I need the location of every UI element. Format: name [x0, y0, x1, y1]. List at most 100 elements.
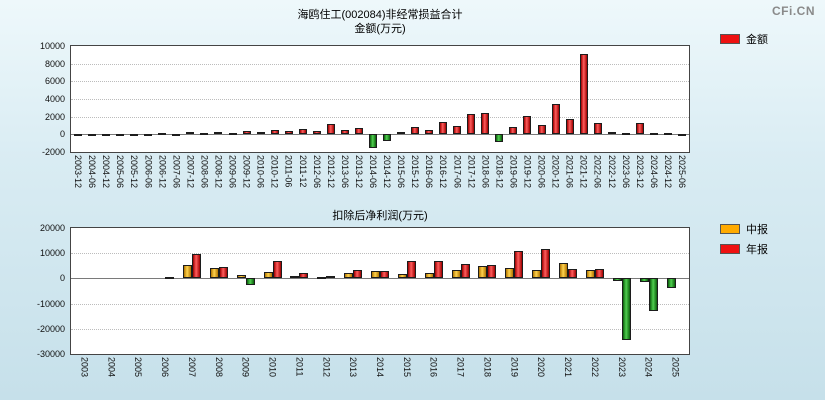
x-axis-tick-label: 2011-06 [283, 155, 294, 188]
bar [635, 123, 644, 135]
bar [256, 131, 265, 135]
bar [532, 269, 542, 279]
bar [340, 130, 349, 135]
x-axis-tick-label: 2008-06 [199, 155, 210, 189]
bar [439, 122, 448, 135]
bar [116, 134, 125, 137]
bar [263, 272, 273, 279]
bar [88, 134, 97, 137]
bar [191, 254, 201, 279]
x-axis-tick-label: 2023 [616, 357, 627, 378]
y-axis-tick-label: 4000 [44, 94, 65, 104]
bar [541, 248, 551, 279]
x-axis-tick-label: 2023-06 [620, 155, 631, 189]
bar [593, 122, 602, 135]
x-axis-tick-label: 2015-06 [396, 155, 407, 189]
x-axis-tick-label: 2014 [375, 357, 385, 378]
bar [551, 104, 560, 135]
x-axis-tick-label: 2009-06 [227, 155, 238, 189]
bar [383, 134, 392, 142]
zero-axis-line [71, 278, 689, 280]
x-axis-tick-label: 2006-12 [157, 155, 168, 189]
top-chart-plot: 10000 8000 6000 4000 2000 0 -2000 2003-12 2004-0… [40, 41, 690, 188]
bar [649, 133, 658, 136]
x-axis-tick-label: 2024-12 [662, 155, 673, 189]
bar [74, 134, 83, 137]
interim-legend-label: 中报 [746, 224, 768, 236]
bar [648, 278, 658, 312]
x-axis-tick-label: 2025-06 [676, 155, 687, 189]
x-axis-tick-label: 2005-12 [129, 155, 140, 189]
x-axis-tick-label: 2020-12 [550, 155, 561, 189]
x-axis-tick-label: 2024-06 [648, 155, 659, 189]
bar [487, 265, 497, 279]
bar [270, 130, 279, 135]
bar [537, 124, 546, 135]
gridline [71, 253, 689, 255]
annual-legend-swatch [720, 244, 740, 254]
x-axis-tick-label: 2017 [455, 357, 466, 378]
x-axis-tick-label: 2004-12 [101, 155, 112, 189]
bar [677, 133, 686, 136]
bar [467, 113, 476, 135]
x-axis-tick-label: 2008-12 [213, 155, 224, 189]
x-axis-tick-label: 2009-12 [241, 155, 252, 189]
bar [312, 130, 321, 135]
bar [102, 133, 111, 136]
x-axis-tick-label: 2021-06 [564, 155, 575, 189]
x-axis-tick-label: 2011-12 [297, 155, 308, 188]
bar [425, 129, 434, 135]
bar [344, 273, 354, 279]
x-axis-tick-label: 2008 [213, 357, 224, 378]
bar [639, 278, 649, 283]
bar [568, 269, 578, 279]
top-chart-title-line1: 海鸥住工(002084)非经常损益合计 [297, 9, 463, 21]
bar [182, 265, 192, 279]
bottom-chart-title: 扣除后净利润(万元) [70, 209, 690, 223]
bar [380, 270, 389, 279]
y-axis-tick-label: 10000 [39, 248, 65, 259]
bar [495, 134, 504, 143]
x-axis-tick-label: 2018-06 [480, 155, 491, 189]
x-axis-tick-label: 2003 [79, 357, 90, 378]
y-axis-tick-label: 20000 [39, 223, 65, 233]
x-axis-tick-label: 2020-06 [536, 155, 547, 189]
top-chart-title: 海鸥住工(002084)非经常损益合计 金额(万元) [70, 8, 690, 36]
x-axis-tick-label: 2024 [643, 357, 654, 378]
y-axis-tick-label: -20000 [36, 323, 65, 334]
bottom-chart-title-line1: 扣除后净利润(万元) [332, 210, 428, 222]
y-axis-tick-label: -30000 [36, 349, 65, 359]
x-axis-tick-label: 2020 [536, 357, 547, 378]
x-axis-tick-label: 2019-12 [522, 155, 533, 189]
x-axis-tick-label: 2019-06 [508, 155, 519, 189]
top-chart-title-line2: 金额(万元) [354, 23, 406, 35]
y-axis-tick-label: -2000 [41, 147, 65, 157]
bar [299, 273, 309, 279]
cfi-logo: CFi.CN [772, 4, 815, 18]
x-axis-tick-label: 2009 [240, 357, 251, 378]
x-axis-tick-label: 2019 [509, 357, 520, 378]
x-axis-tick-label: 2010 [267, 357, 278, 378]
annual-legend-label: 年报 [746, 244, 768, 256]
bar [317, 276, 327, 279]
bar [565, 119, 574, 135]
x-axis-tick-label: 2004 [106, 357, 117, 378]
legend-item-interim: 中报 [720, 221, 768, 237]
x-axis-tick-label: 2012-12 [325, 155, 336, 189]
bar [514, 251, 524, 279]
bar [165, 277, 175, 280]
x-axis-tick-label: 2017-06 [452, 155, 463, 189]
x-axis-tick-label: 2025 [670, 357, 681, 378]
bar [460, 263, 470, 279]
gridline [71, 116, 689, 118]
x-axis-tick-label: 2022 [589, 357, 600, 378]
bar [144, 133, 153, 136]
x-axis-tick-label: 2022-12 [606, 155, 617, 189]
interim-legend-swatch [720, 224, 740, 234]
bar [214, 132, 223, 135]
x-axis-tick-label: 2011 [294, 357, 305, 377]
bottom-chart-plot: 20000 10000 0 -10000 -20000 -30000 2003 2004 200… [37, 223, 690, 377]
bar [290, 275, 300, 279]
x-axis-tick-label: 2018 [482, 357, 493, 378]
x-axis-tick-label: 2013-06 [339, 155, 350, 189]
